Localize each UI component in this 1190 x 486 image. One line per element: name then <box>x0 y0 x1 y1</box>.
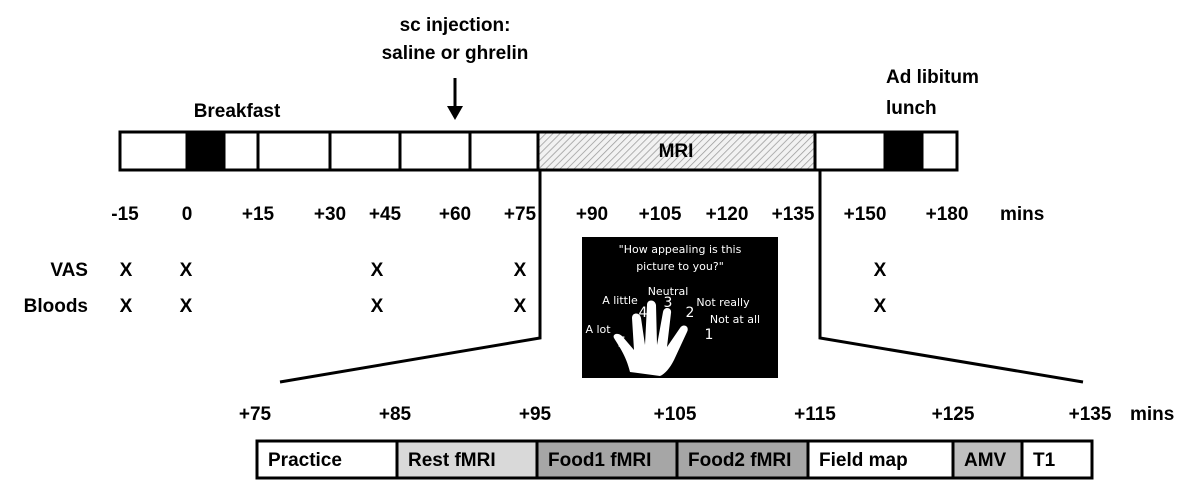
scan-time-label: +115 <box>794 404 836 425</box>
time-label: +45 <box>369 204 402 225</box>
scale-label: Neutral <box>648 285 689 298</box>
mri-label: MRI <box>659 141 694 162</box>
time-label: +180 <box>926 204 969 225</box>
lunch-label: Ad libitum <box>886 67 979 88</box>
time-label: 0 <box>182 204 193 225</box>
scan-block <box>395 439 539 480</box>
time-label: -15 <box>111 204 139 225</box>
x-mark: X <box>514 296 527 317</box>
time-label: +105 <box>639 204 682 225</box>
scan-block <box>535 439 679 480</box>
scale-number: 2 <box>686 305 695 321</box>
time-label: +90 <box>576 204 608 225</box>
scale-label: A little <box>602 294 638 307</box>
time-label: +75 <box>504 204 537 225</box>
x-mark: X <box>874 260 887 281</box>
scale-label: Not at all <box>710 313 760 326</box>
scan-block <box>1020 439 1094 480</box>
x-mark: X <box>371 296 384 317</box>
arrow-head <box>447 106 463 120</box>
scan-label: AMV <box>964 450 1007 471</box>
time-label: +15 <box>242 204 275 225</box>
scan-time-label: +75 <box>239 404 272 425</box>
zoom-lines <box>279 170 1084 384</box>
time-label: +135 <box>772 204 815 225</box>
time-unit: mins <box>1000 204 1044 225</box>
row-label: Bloods <box>24 296 88 317</box>
scan-label: Practice <box>268 450 342 471</box>
time-label: +150 <box>844 204 887 225</box>
scan-label: T1 <box>1033 450 1056 471</box>
scan-time-unit: mins <box>1130 404 1174 425</box>
row-label: VAS <box>50 260 88 281</box>
x-mark: X <box>874 296 887 317</box>
rating-image: "How appealing is this picture to you?" … <box>582 237 778 378</box>
scan-time-label: +135 <box>1069 404 1112 425</box>
x-mark: X <box>180 260 193 281</box>
question: picture to you?" <box>636 260 724 273</box>
scan-time-label: +85 <box>379 404 412 425</box>
time-label: +30 <box>314 204 346 225</box>
x-mark: X <box>120 296 133 317</box>
x-mark: X <box>514 260 527 281</box>
scale-label: A lot <box>585 323 611 336</box>
scan-label: Food2 fMRI <box>688 450 791 471</box>
x-mark: X <box>120 260 133 281</box>
scan-block <box>255 439 399 480</box>
breakfast-label: Breakfast <box>194 101 281 122</box>
timeline-bar <box>118 130 959 172</box>
x-mark: X <box>371 260 384 281</box>
scan-block <box>806 439 955 480</box>
scan-time-label: +95 <box>519 404 552 425</box>
scale-number: 1 <box>705 327 714 343</box>
scale-label: Not really <box>696 296 750 309</box>
time-label: +60 <box>439 204 471 225</box>
injection-label: saline or ghrelin <box>382 43 529 64</box>
scale-number: 3 <box>664 295 673 311</box>
time-label: +120 <box>706 204 749 225</box>
x-mark: X <box>180 296 193 317</box>
scan-time-label: +105 <box>654 404 697 425</box>
question: "How appealing is this <box>619 243 742 256</box>
injection-label: sc injection: <box>400 15 511 36</box>
scan-label: Rest fMRI <box>408 450 496 471</box>
scan-block <box>951 439 1024 480</box>
scale-number: 4 <box>639 305 648 321</box>
scan-label: Food1 fMRI <box>548 450 651 471</box>
scan-label: Field map <box>819 450 908 471</box>
scale-number: 5 <box>618 335 627 351</box>
scan-time-label: +125 <box>932 404 975 425</box>
lunch-label: lunch <box>886 98 937 119</box>
